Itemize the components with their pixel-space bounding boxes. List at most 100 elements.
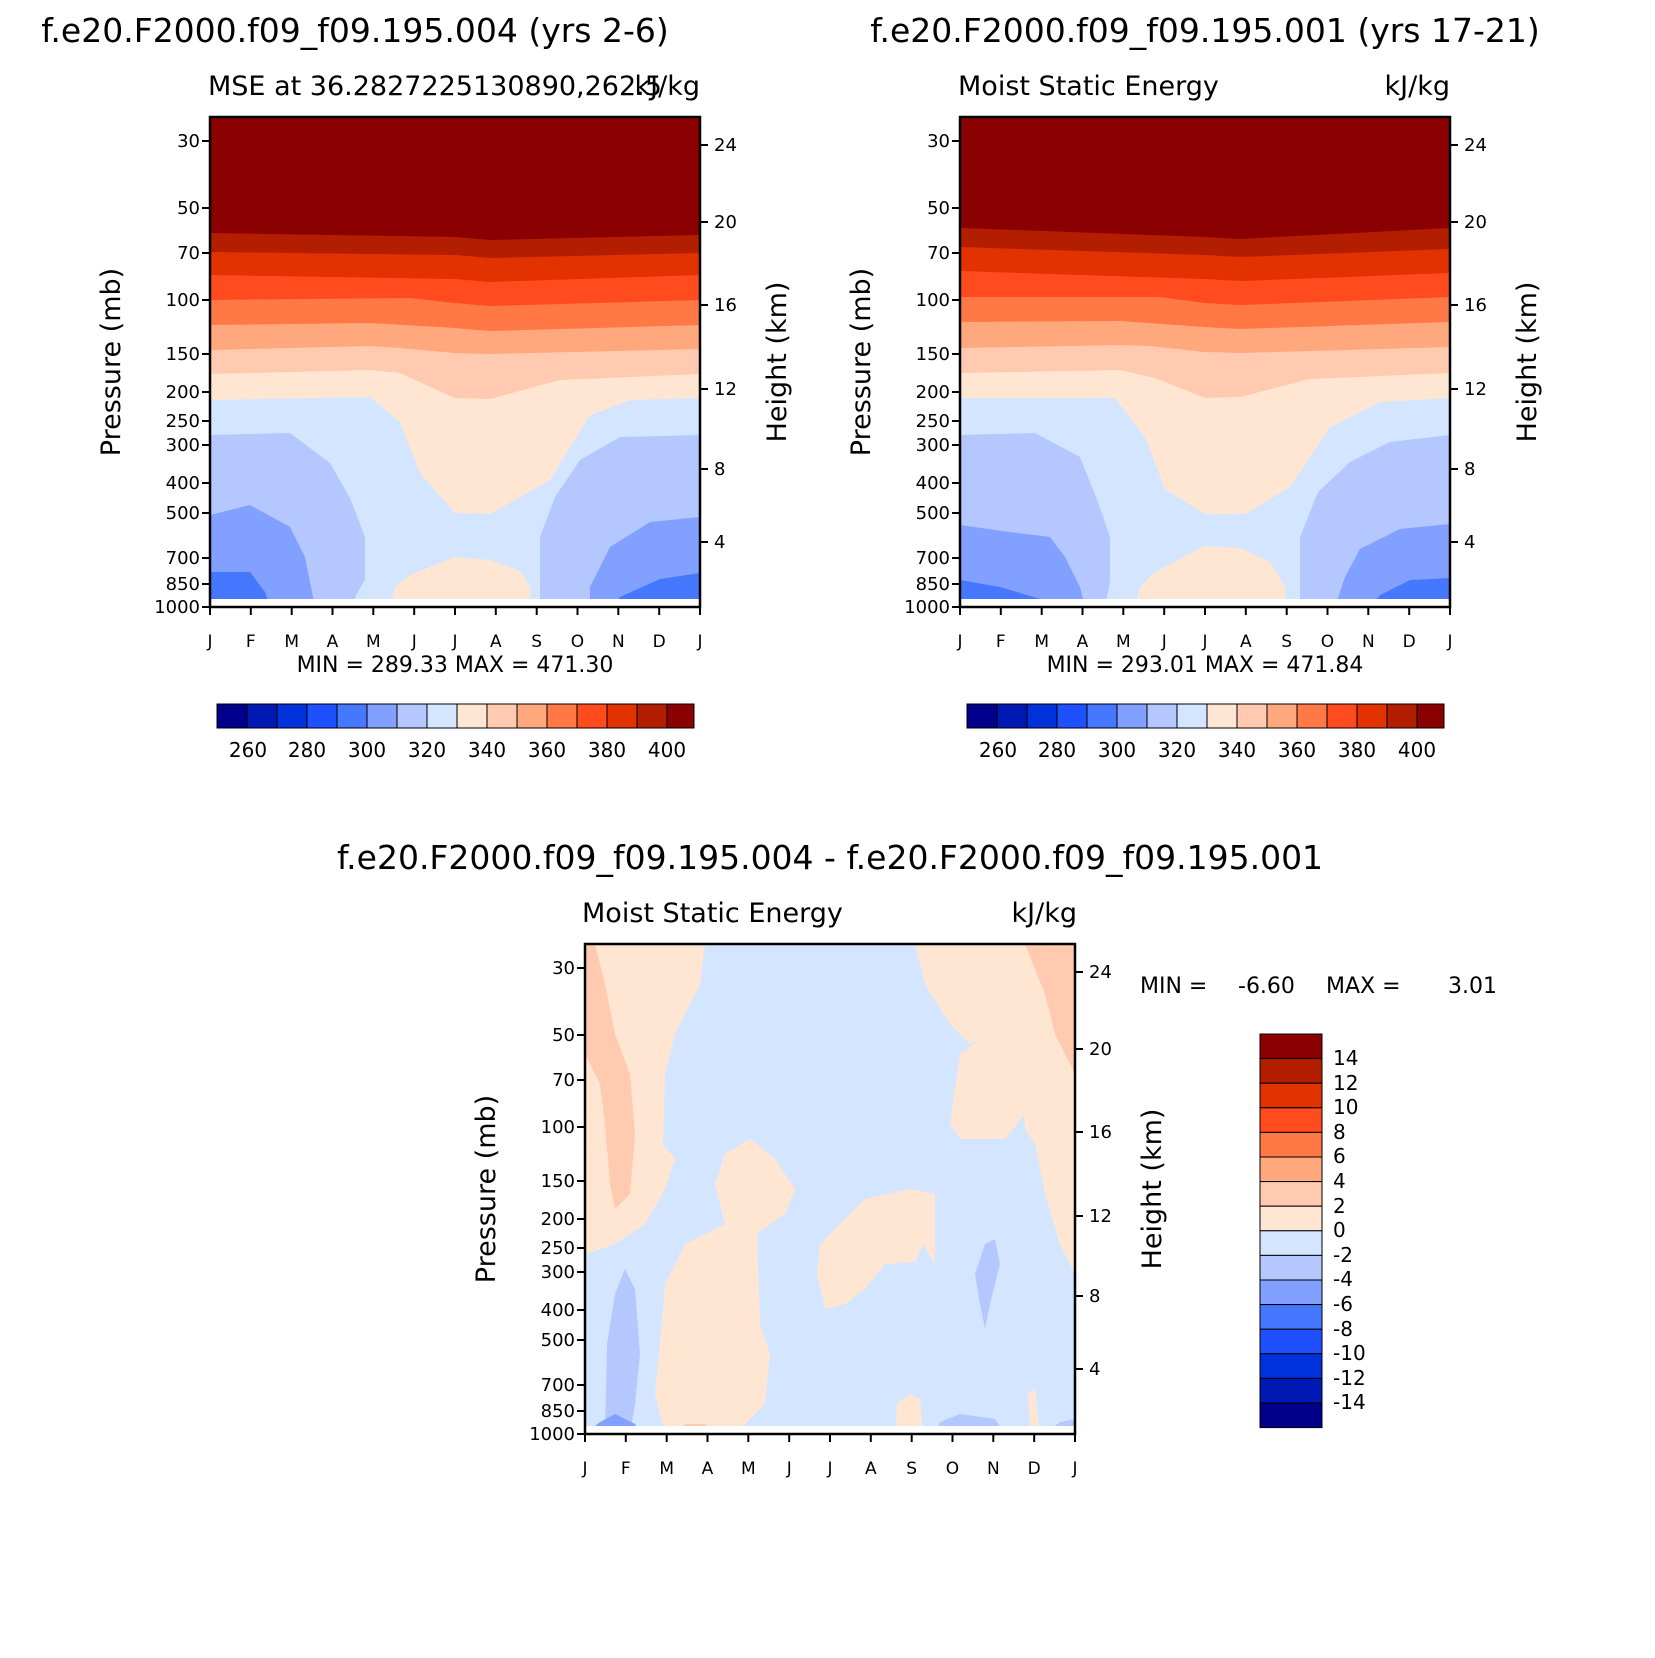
- panel-3-cbar-label: -8: [1333, 1317, 1353, 1341]
- panel-3-xtick: J: [786, 1459, 792, 1479]
- panel-2-ytick: 150: [916, 344, 950, 365]
- panel-1-cbar-label: 340: [468, 738, 506, 762]
- panel-2-y2tick: 16: [1464, 295, 1487, 316]
- panel-3-x-axis: J F M A M J J A S O N D J: [581, 1434, 1078, 1479]
- panel-1-ytick: 70: [177, 243, 200, 264]
- panel-3-ytick: 250: [541, 1238, 575, 1259]
- panel-3-stats-max-value: 3.01: [1448, 974, 1497, 999]
- panel-3-cbar-label: 14: [1333, 1046, 1358, 1070]
- panel-2-ytick: 250: [916, 411, 950, 432]
- panel-1-ytick: 50: [177, 198, 200, 219]
- panel-3-ytick: 50: [552, 1025, 575, 1046]
- panel-2-xtick: M: [1034, 632, 1049, 652]
- panel-2-ytick: 50: [927, 198, 950, 219]
- panel-1-surface-gap: [210, 599, 700, 607]
- panel-2-subtitle-left: Moist Static Energy: [958, 71, 1219, 102]
- panel-2-xtick: J: [1446, 632, 1452, 652]
- panel-1-y2tick: 4: [714, 532, 725, 553]
- panel-2-cbar-label: 260: [979, 738, 1017, 762]
- panel-2-cbar-label: 400: [1398, 738, 1436, 762]
- panel-3-y2tick: 12: [1089, 1206, 1112, 1227]
- panel-3-cbar-label: -14: [1333, 1390, 1366, 1414]
- panel-2-ytick: 300: [916, 435, 950, 456]
- panel-3-xtick: F: [621, 1459, 631, 1479]
- panel-1-colorbar: 260 280 300 320 340 360 380 400: [216, 703, 695, 762]
- panel-2-xtick: S: [1281, 632, 1292, 652]
- panel-1-subtitle-left: MSE at 36.2827225130890,262.5: [208, 71, 662, 102]
- panel-1-cbar-label: 300: [348, 738, 386, 762]
- panel-3-y2tick: 24: [1089, 962, 1112, 983]
- panel-1-warm-blob: [390, 557, 530, 607]
- panel-2-ytick: 700: [916, 548, 950, 569]
- panel-1-y2tick: 8: [714, 459, 725, 480]
- panel-3-xtick: J: [1071, 1459, 1077, 1479]
- panel-3-ytick: 1000: [529, 1424, 575, 1445]
- panel-1-ytick: 300: [166, 435, 200, 456]
- panel-3-xtick: A: [865, 1459, 877, 1479]
- panel-1-band-280: [210, 572, 270, 607]
- panel-1-xtick: S: [531, 632, 542, 652]
- panel-3-y2tick: 8: [1089, 1286, 1100, 1307]
- panel-2-ytick: 400: [916, 473, 950, 494]
- panel-2-y2tick: 20: [1464, 212, 1487, 233]
- panel-3-cbar-label: 8: [1333, 1120, 1346, 1144]
- panel-3-stats-min-label: MIN =: [1140, 974, 1207, 999]
- panel-2-xtick: J: [1161, 632, 1167, 652]
- panel-1-band-280b: [615, 573, 700, 607]
- panel-3-stats-min-value: -6.60: [1238, 974, 1295, 999]
- panel-1-xtick: A: [327, 632, 339, 652]
- panel-2: f.e20.F2000.f09_f09.195.001 (yrs 17-21) …: [846, 11, 1543, 762]
- panel-3-ytick: 850: [541, 1401, 575, 1422]
- panel-1-xtick: J: [451, 632, 457, 652]
- panel-3-cbar-label: -10: [1333, 1341, 1366, 1365]
- panel-3-subtitle-right: kJ/kg: [1012, 898, 1077, 929]
- panel-2-title: f.e20.F2000.f09_f09.195.001 (yrs 17-21): [870, 11, 1540, 50]
- panel-3-warm-mid: [817, 1189, 935, 1309]
- panel-3-xtick: N: [987, 1459, 1000, 1479]
- panel-3: f.e20.F2000.f09_f09.195.004 - f.e20.F200…: [337, 838, 1497, 1479]
- panel-1-xtick: D: [653, 632, 666, 652]
- panel-3-cbar-label: 12: [1333, 1071, 1358, 1095]
- panel-1-xtick: J: [411, 632, 417, 652]
- panel-3-tan-left: [585, 944, 635, 1209]
- panel-3-blue-left: [605, 1269, 640, 1434]
- panel-2-ytick: 500: [916, 503, 950, 524]
- panel-2-y-axis: 30 50 70 100 150 200 250 300 400 500: [904, 131, 960, 618]
- panel-2-warm-blob: [1135, 546, 1285, 607]
- panel-3-cbar-label: -2: [1333, 1243, 1353, 1267]
- panel-2-xtick: O: [1321, 632, 1334, 652]
- panel-3-ytick: 150: [541, 1171, 575, 1192]
- panel-1-ytick: 250: [166, 411, 200, 432]
- panel-1-ytick: 30: [177, 131, 200, 152]
- panel-2-plot: 30 50 70 100 150 200 250 300 400 500: [904, 115, 1487, 652]
- panel-1-y-axis: 30 50 70 100 150 200 250 300 400 500: [154, 131, 210, 618]
- panel-3-xtick: M: [659, 1459, 674, 1479]
- panel-3-y2label: Height (km): [1137, 1109, 1168, 1270]
- panel-1-ytick: 150: [166, 344, 200, 365]
- panel-1-cbar-label: 400: [648, 738, 686, 762]
- panel-1-y2label: Height (km): [762, 282, 793, 443]
- panel-3-warm-center: [813, 944, 1075, 1139]
- panel-2-y2tick: 4: [1464, 532, 1475, 553]
- panel-3-xtick: O: [946, 1459, 959, 1479]
- panel-2-ylabel: Pressure (mb): [846, 268, 877, 456]
- panel-1-xtick: J: [206, 632, 212, 652]
- panel-3-cbar-label: -12: [1333, 1366, 1366, 1390]
- panel-1-stats: MIN = 289.33 MAX = 471.30: [297, 653, 614, 678]
- panel-3-cbar-label: 6: [1333, 1144, 1346, 1168]
- panel-1-xtick: N: [612, 632, 625, 652]
- panel-2-xtick: A: [1077, 632, 1089, 652]
- panel-2-subtitle-right: kJ/kg: [1385, 71, 1450, 102]
- panel-3-ytick: 500: [541, 1330, 575, 1351]
- panel-1-ytick: 400: [166, 473, 200, 494]
- panel-3-warm-bottom: [895, 1394, 923, 1434]
- panel-2-stats: MIN = 293.01 MAX = 471.84: [1047, 653, 1364, 678]
- panel-3-ytick: 70: [552, 1070, 575, 1091]
- panel-2-y2-axis: 24 20 16 12 8 4: [1450, 135, 1487, 553]
- panel-3-xtick: A: [702, 1459, 714, 1479]
- panel-3-title: f.e20.F2000.f09_f09.195.004 - f.e20.F200…: [337, 838, 1323, 877]
- panel-2-ytick: 850: [916, 574, 950, 595]
- panel-1: f.e20.F2000.f09_f09.195.004 (yrs 2-6) MS…: [41, 11, 793, 762]
- panel-2-xtick: D: [1403, 632, 1416, 652]
- panel-3-cbar-label: 10: [1333, 1095, 1358, 1119]
